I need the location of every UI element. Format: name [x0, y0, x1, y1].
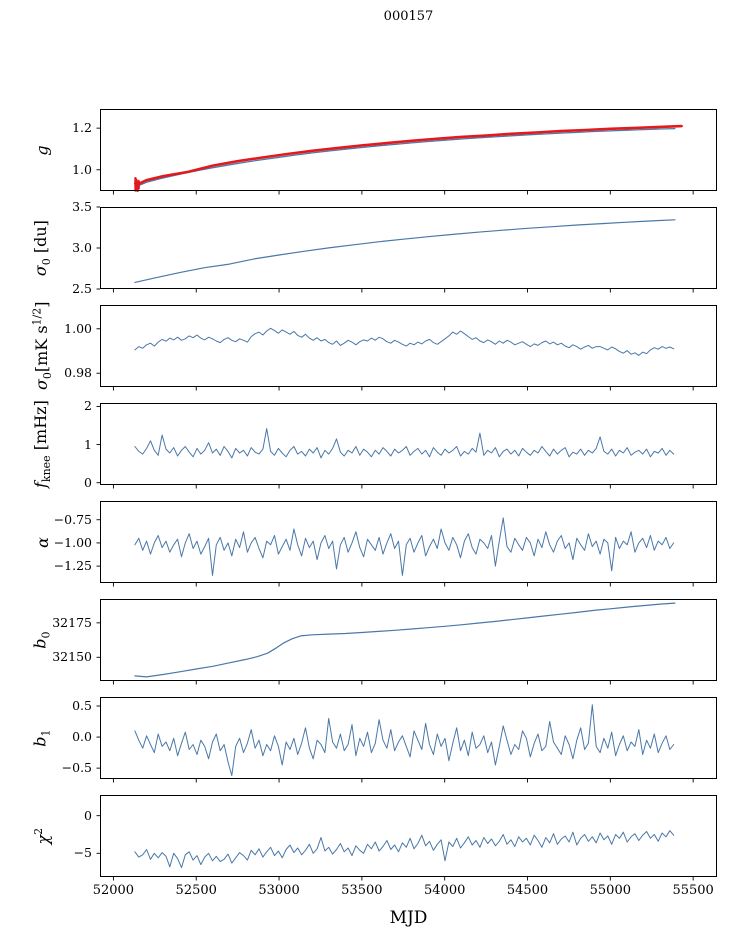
y-tick-label: −0.75 — [53, 511, 92, 527]
y-tick-label: 0 — [84, 474, 92, 490]
axes-spines — [100, 305, 717, 387]
x-tick-label: 52000 — [92, 883, 135, 898]
y-tick-label: 32175 — [52, 614, 92, 630]
y-tick-label: 32150 — [52, 649, 92, 665]
y-axis-label-part: 0 — [40, 631, 54, 639]
subplot-sigma0-du-canvas — [96, 206, 717, 293]
y-axis-label-part: g — [32, 144, 52, 156]
x-axis-label: MJD — [389, 908, 428, 928]
axes-spines — [100, 403, 717, 485]
subplot-alpha-canvas — [96, 501, 717, 587]
y-tick-label: 1.2 — [72, 120, 92, 136]
x-tick-label: 52500 — [175, 883, 217, 898]
x-tick-label: 54000 — [424, 883, 466, 898]
axes-spines — [100, 795, 717, 877]
y-tick-label: 0.0 — [72, 729, 92, 745]
y-axis-label-part: 2 — [31, 827, 45, 835]
subplot-g-canvas — [96, 109, 717, 195]
subplot-b1-canvas — [96, 697, 717, 783]
b0-line — [134, 602, 676, 678]
b1-line — [134, 704, 675, 777]
y-axis-label-part: χ — [33, 834, 53, 845]
y-tick-label: 0.5 — [72, 698, 92, 713]
y-tick-label: −1.00 — [53, 534, 92, 550]
axes-spines — [100, 697, 717, 779]
y-axis-label-b0: b0 — [0, 599, 84, 681]
y-tick-label: 1.00 — [64, 320, 92, 336]
axes-spines — [100, 599, 717, 681]
x-tick-label: 55000 — [589, 883, 631, 898]
y-axis-label-chi2: χ2 — [0, 795, 84, 877]
y-tick-label: 0.98 — [64, 365, 92, 381]
y-tick-label: 3.0 — [72, 240, 92, 255]
subplot-fknee-canvas — [96, 403, 717, 489]
x-tick-label: 55500 — [672, 883, 714, 898]
axes-spines — [100, 109, 717, 191]
y-tick-label: −1.25 — [53, 558, 92, 574]
figure-title: 000157 — [383, 9, 434, 24]
y-tick-label: −5 — [73, 845, 92, 861]
subplot-sigma0-mk-canvas — [96, 305, 717, 391]
y-axis-label-part: b — [30, 638, 50, 649]
y-axis-label-part: 0 — [40, 258, 54, 266]
subplot-b0-canvas — [96, 599, 717, 685]
axes-spines — [100, 207, 717, 289]
y-axis-label-part: ] — [31, 301, 51, 308]
subplot-chi2-canvas — [96, 795, 717, 881]
sigma0-du-line — [134, 219, 676, 284]
y-axis-label-part: σ — [30, 265, 50, 277]
y-tick-label: 3.5 — [72, 199, 92, 214]
gain-red — [133, 124, 683, 186]
chi2-line — [134, 830, 675, 869]
y-axis-label-part: σ — [31, 379, 51, 391]
x-tick-label: 53500 — [341, 883, 383, 898]
fknee-line — [134, 428, 675, 459]
sigma0-mk-line — [134, 327, 675, 356]
x-tick-label: 54500 — [506, 883, 549, 898]
y-tick-label: 2 — [84, 398, 92, 414]
y-tick-label: 2.5 — [72, 281, 92, 296]
alpha-line — [134, 517, 675, 576]
x-tick-label: 53000 — [258, 883, 300, 898]
y-tick-label: 1 — [84, 436, 92, 452]
y-tick-label: 0 — [84, 807, 92, 823]
y-tick-label: −0.5 — [61, 760, 92, 776]
y-tick-label: 1.0 — [72, 161, 92, 177]
axes-spines — [100, 501, 717, 583]
gain-blue — [134, 127, 676, 187]
